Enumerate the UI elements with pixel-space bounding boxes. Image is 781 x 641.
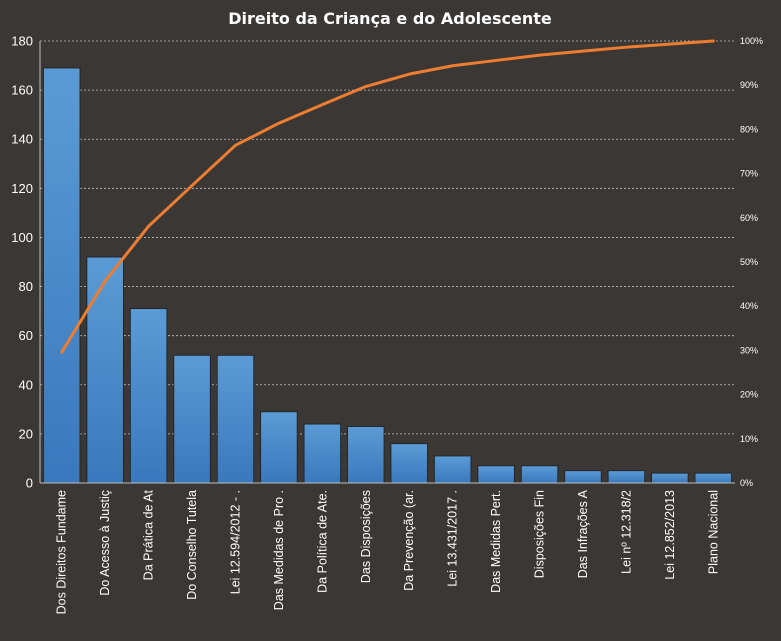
- category-label: Lei 13.431/2017 .: [446, 490, 460, 587]
- bar: [651, 472, 689, 484]
- category-label: Das Infrações A: [576, 489, 590, 578]
- y-left-tick-label: 140: [11, 132, 33, 147]
- y-left-tick-label: 160: [11, 83, 33, 98]
- right-axis-ticks: 0% 10% 20% 30% 40% 50% 60% 70% 80% 90% 100%: [740, 36, 763, 488]
- bar: [260, 411, 298, 484]
- category-label: Da Prática de At: [142, 489, 156, 580]
- category-label: Das Medidas de Pro .: [272, 490, 286, 610]
- y-left-tick-label: 40: [19, 377, 33, 392]
- y-right-tick-label: 10%: [740, 434, 758, 444]
- category-label: Lei 12.852/2013: [663, 490, 677, 580]
- y-left-tick-label: 20: [19, 426, 33, 441]
- bar: [607, 470, 646, 484]
- bar: [477, 465, 515, 484]
- bar: [86, 256, 124, 484]
- category-label: Lei 12.594/2012 - .: [228, 490, 242, 594]
- bar: [694, 472, 732, 484]
- category-labels: Dos Direitos Fundame Do Acesso à Justiç Da…: [55, 489, 721, 614]
- y-right-tick-label: 60%: [740, 213, 758, 223]
- category-label: Disposições Fin: [533, 490, 547, 578]
- bar: [303, 423, 341, 484]
- y-right-tick-label: 90%: [740, 80, 758, 90]
- category-label: Das Disposições: [359, 490, 373, 583]
- y-right-tick-label: 0%: [740, 478, 753, 488]
- cumulative-percent-line: [60, 39, 715, 354]
- category-label: Lei nº 12.318/2: [619, 490, 633, 574]
- cumulative-line-layer: [60, 39, 715, 354]
- y-right-tick-label: 80%: [740, 124, 758, 134]
- bar: [216, 354, 255, 484]
- chart-title: Direito da Criança e do Adolescente: [228, 9, 552, 28]
- left-axis-ticks: 0 20 40 60 80 100 120 140 160 180: [11, 34, 33, 491]
- category-label: Das Medidas Pert.: [489, 490, 503, 593]
- bar: [173, 354, 211, 484]
- bar: [347, 426, 385, 484]
- y-right-tick-label: 100%: [740, 36, 763, 46]
- y-left-tick-label: 60: [19, 328, 33, 343]
- bar: [129, 308, 168, 484]
- y-left-tick-label: 120: [11, 181, 33, 196]
- category-label: Do Acesso à Justiç: [98, 490, 112, 596]
- category-label: Da Política de Ate.: [315, 490, 329, 593]
- y-left-tick-label: 180: [11, 34, 33, 49]
- y-left-tick-label: 100: [11, 230, 33, 245]
- y-right-tick-label: 20%: [740, 390, 758, 400]
- y-right-tick-label: 40%: [740, 301, 758, 311]
- axes: [39, 41, 735, 484]
- category-label: Da Prevenção (ar.: [402, 490, 416, 591]
- category-label: Do Conselho Tutela: [185, 490, 199, 600]
- y-right-tick-label: 30%: [740, 345, 758, 355]
- category-label: Dos Direitos Fundame: [55, 490, 69, 614]
- bar: [390, 443, 428, 484]
- category-label: Plano Nacional: [706, 490, 720, 574]
- bar: [434, 455, 472, 484]
- y-right-tick-label: 70%: [740, 169, 758, 179]
- y-left-tick-label: 80: [19, 279, 33, 294]
- bar: [520, 465, 559, 484]
- y-right-tick-label: 50%: [740, 257, 758, 267]
- y-left-tick-label: 0: [26, 476, 33, 491]
- bar: [43, 67, 81, 484]
- bars: [43, 67, 732, 484]
- bar: [564, 470, 602, 484]
